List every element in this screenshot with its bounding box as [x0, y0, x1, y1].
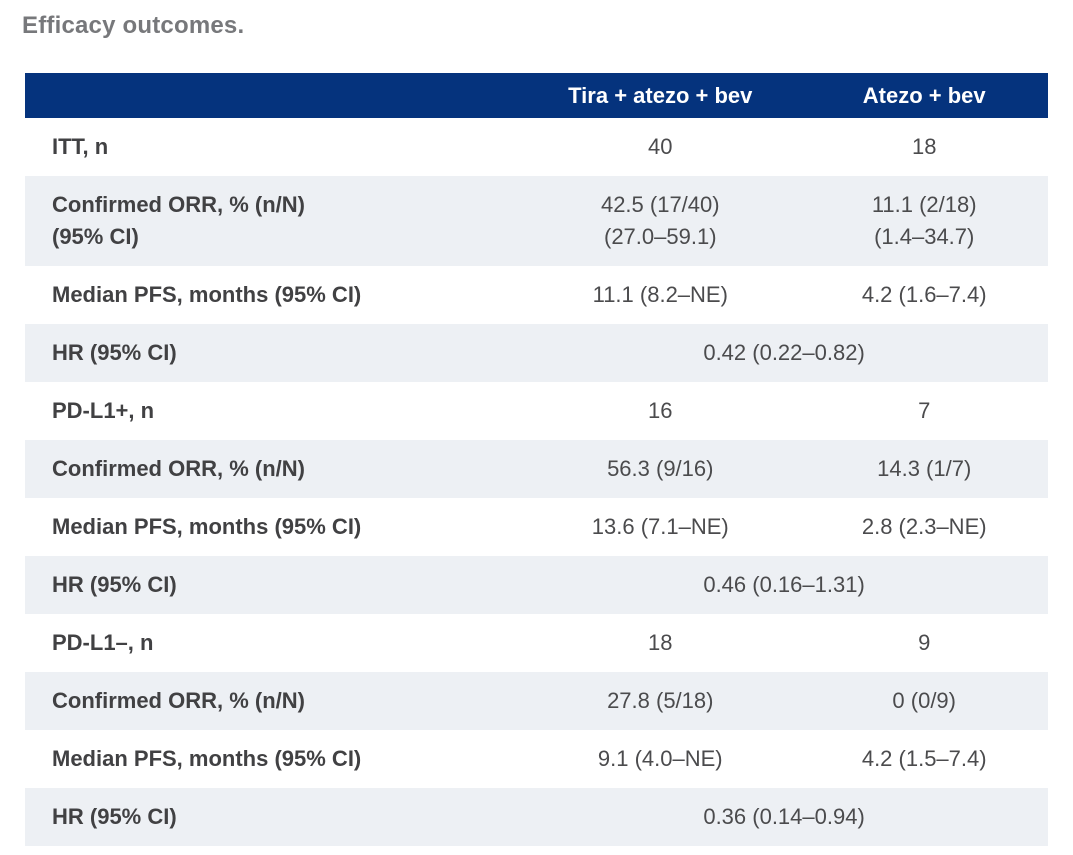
cell-value: 42.5 (17/40) (27.0–59.1) [600, 192, 720, 249]
page-title: Efficacy outcomes. [22, 12, 245, 39]
cell-value: 7 [918, 398, 931, 423]
cell-value: 56.3 (9/16) [607, 456, 714, 481]
row-label: ITT, n [52, 134, 109, 159]
row-label: Median PFS, months (95% CI) [52, 282, 362, 307]
table-row-pdl1neg-pfs: Median PFS, months (95% CI) 9.1 (4.0–NE)… [25, 730, 1048, 788]
row-label: PD-L1–, n [52, 630, 154, 655]
row-label: HR (95% CI) [52, 572, 177, 597]
table-row-itt-n: ITT, n 40 18 [25, 118, 1048, 176]
table-row-pdl1pos-hr: HR (95% CI) 0.46 (0.16–1.31) [25, 556, 1048, 614]
column-header-atezo-bev: Atezo + bev [800, 73, 1048, 118]
row-label: Median PFS, months (95% CI) [52, 746, 362, 771]
cell-value: 9 [918, 630, 931, 655]
table-row-pdl1pos-pfs: Median PFS, months (95% CI) 13.6 (7.1–NE… [25, 498, 1048, 556]
cell-value: 4.2 (1.6–7.4) [861, 282, 987, 307]
table-row-pdl1pos-orr: Confirmed ORR, % (n/N) 56.3 (9/16) 14.3 … [25, 440, 1048, 498]
cell-value: 40 [648, 134, 673, 159]
table-row-pdl1pos-n: PD-L1+, n 16 7 [25, 382, 1048, 440]
cell-value: 4.2 (1.5–7.4) [861, 746, 987, 771]
table-row-itt-pfs: Median PFS, months (95% CI) 11.1 (8.2–NE… [25, 266, 1048, 324]
row-label: PD-L1+, n [52, 398, 155, 423]
row-label: Confirmed ORR, % (n/N) [52, 688, 305, 713]
row-label: HR (95% CI) [52, 340, 177, 365]
efficacy-outcomes-table: Tira + atezo + bev Atezo + bev ITT, n 40… [25, 73, 1048, 846]
cell-value: 16 [648, 398, 673, 423]
column-header-empty [25, 73, 521, 118]
column-header-tira-atezo-bev: Tira + atezo + bev [520, 73, 801, 118]
table-row-itt-orr: Confirmed ORR, % (n/N) (95% CI) 42.5 (17… [25, 176, 1048, 266]
table-header-row: Tira + atezo + bev Atezo + bev [25, 73, 1048, 118]
cell-value: 14.3 (1/7) [877, 456, 972, 481]
cell-value: 11.1 (8.2–NE) [592, 282, 728, 307]
row-label: HR (95% CI) [52, 804, 177, 829]
cell-value: 0 (0/9) [892, 688, 956, 713]
row-label: Confirmed ORR, % (n/N) [52, 456, 305, 481]
cell-value: 27.8 (5/18) [607, 688, 714, 713]
cell-value: 13.6 (7.1–NE) [591, 514, 729, 539]
row-label: Confirmed ORR, % (n/N) (95% CI) [52, 192, 305, 249]
cell-value-spanning: 0.36 (0.14–0.94) [703, 804, 865, 829]
cell-value-spanning: 0.46 (0.16–1.31) [703, 572, 865, 597]
table-row-pdl1neg-orr: Confirmed ORR, % (n/N) 27.8 (5/18) 0 (0/… [25, 672, 1048, 730]
table-row-pdl1neg-n: PD-L1–, n 18 9 [25, 614, 1048, 672]
cell-value: 9.1 (4.0–NE) [597, 746, 723, 771]
table-row-itt-hr: HR (95% CI) 0.42 (0.22–0.82) [25, 324, 1048, 382]
cell-value: 2.8 (2.3–NE) [861, 514, 987, 539]
row-label: Median PFS, months (95% CI) [52, 514, 362, 539]
cell-value: 18 [911, 134, 937, 159]
cell-value-spanning: 0.42 (0.22–0.82) [703, 340, 865, 365]
cell-value: 18 [648, 630, 673, 655]
table-row-pdl1neg-hr: HR (95% CI) 0.36 (0.14–0.94) [25, 788, 1048, 846]
cell-value: 11.1 (2/18) (1.4–34.7) [871, 192, 977, 249]
